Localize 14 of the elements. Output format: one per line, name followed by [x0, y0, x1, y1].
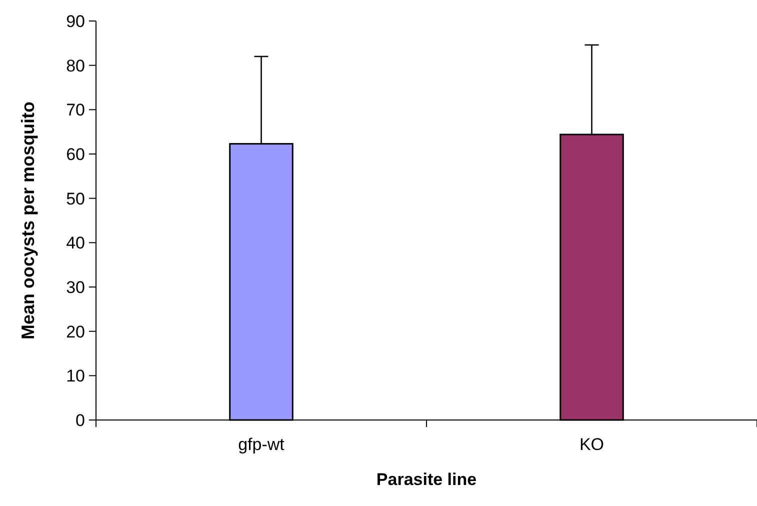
- y-tick-label: 0: [76, 410, 85, 430]
- y-tick-label: 20: [66, 322, 85, 342]
- y-tick-label: 70: [66, 100, 85, 120]
- x-tick-label: KO: [579, 435, 604, 454]
- x-axis-title: Parasite line: [376, 470, 477, 489]
- y-tick-label: 90: [66, 12, 85, 31]
- y-tick-label: 40: [66, 234, 85, 253]
- y-axis-title: Mean oocysts per mosquito: [18, 101, 38, 340]
- y-tick-label: 60: [66, 144, 85, 164]
- y-tick-label: 50: [66, 189, 85, 208]
- y-tick-label: 10: [66, 366, 85, 386]
- y-tick-label: 80: [66, 56, 85, 76]
- x-tick-label: gfp-wt: [238, 435, 285, 454]
- y-tick-label: 30: [66, 278, 85, 297]
